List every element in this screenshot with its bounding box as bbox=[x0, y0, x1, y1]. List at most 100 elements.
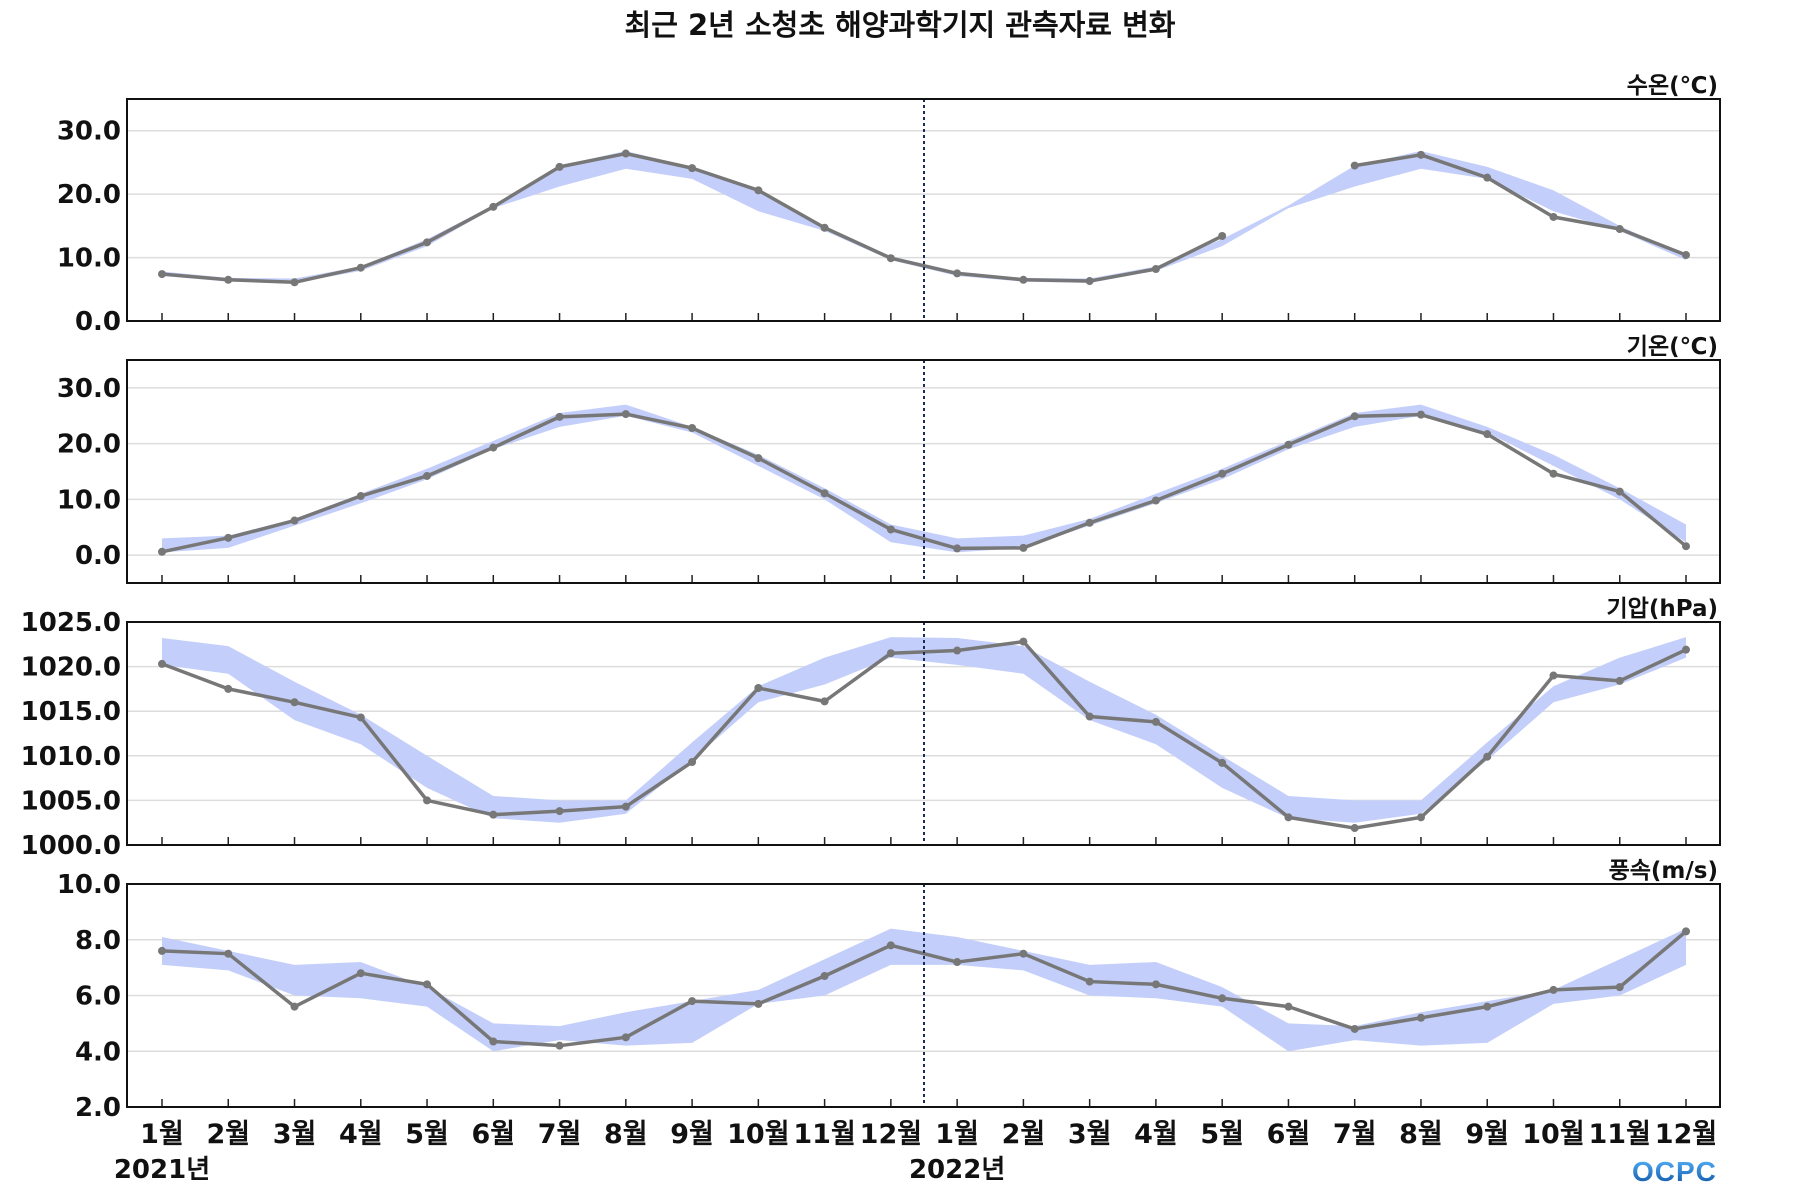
data-point bbox=[754, 186, 763, 195]
data-point bbox=[290, 1002, 299, 1011]
x-tick-label: 3월 bbox=[1068, 1119, 1112, 1150]
unit-label: 기압(hPa) bbox=[1607, 596, 1718, 622]
data-point bbox=[356, 263, 365, 272]
x-tick-label: 11월 bbox=[793, 1119, 855, 1150]
x-tick-label: 2월 bbox=[206, 1119, 250, 1150]
data-point bbox=[688, 164, 697, 173]
x-tick-label: 11월 bbox=[1589, 1119, 1651, 1150]
data-point bbox=[1350, 161, 1359, 170]
observation-line bbox=[161, 639, 1687, 830]
x-tick-label: 10월 bbox=[727, 1119, 789, 1150]
data-point bbox=[224, 684, 233, 693]
x-tick-label: 1월 bbox=[935, 1119, 979, 1150]
x-tick-label: 12월 bbox=[860, 1119, 922, 1150]
data-point bbox=[754, 454, 763, 463]
data-point bbox=[290, 278, 299, 287]
data-point bbox=[953, 958, 962, 967]
data-point bbox=[621, 802, 630, 811]
data-point bbox=[953, 544, 962, 553]
data-point bbox=[158, 946, 166, 955]
x-tick-label: 1월 bbox=[140, 1119, 184, 1150]
x-tick-label: 7월 bbox=[538, 1119, 582, 1150]
y-tick-label: 1015.0 bbox=[21, 697, 121, 727]
data-point bbox=[1151, 496, 1160, 505]
data-point bbox=[953, 646, 962, 655]
y-tick-label: 1010.0 bbox=[21, 742, 121, 772]
data-point bbox=[1085, 712, 1094, 721]
y-tick-label: 8.0 bbox=[75, 926, 121, 956]
data-point bbox=[1549, 469, 1558, 478]
data-point bbox=[423, 238, 432, 247]
data-point bbox=[1218, 469, 1227, 478]
data-point bbox=[688, 758, 697, 767]
data-point bbox=[1416, 410, 1425, 419]
data-point bbox=[356, 969, 365, 978]
x-tick-label: 6월 bbox=[1267, 1119, 1311, 1150]
data-point bbox=[224, 533, 233, 542]
x-tick-label: 10월 bbox=[1522, 1119, 1584, 1150]
data-point bbox=[1615, 225, 1624, 234]
data-point bbox=[1151, 717, 1160, 726]
data-point bbox=[886, 941, 895, 950]
data-point bbox=[886, 649, 895, 658]
ocpc-logo: OCPC bbox=[1632, 1156, 1717, 1187]
data-point bbox=[1416, 150, 1425, 159]
year-label: 2022년 bbox=[909, 1155, 1005, 1185]
data-point bbox=[820, 223, 829, 232]
y-tick-label: 1005.0 bbox=[21, 786, 121, 816]
y-tick-label: 10.0 bbox=[57, 870, 121, 900]
y-tick-label: 0.0 bbox=[75, 541, 121, 571]
x-tick-label: 5월 bbox=[1200, 1119, 1244, 1150]
data-point bbox=[489, 1037, 498, 1046]
x-tick-label: 4월 bbox=[1134, 1119, 1178, 1150]
data-point bbox=[1019, 949, 1028, 958]
data-point bbox=[1350, 1024, 1359, 1033]
data-point bbox=[1218, 232, 1227, 241]
plot-frame bbox=[126, 359, 1721, 584]
chart-title: 최근 2년 소청초 해양과학기지 관측자료 변화 bbox=[624, 8, 1176, 42]
y-tick-label: 20.0 bbox=[57, 430, 121, 460]
y-tick-label: 6.0 bbox=[75, 982, 121, 1012]
x-tick-label: 7월 bbox=[1333, 1119, 1377, 1150]
y-tick-label: 1000.0 bbox=[21, 831, 121, 861]
data-point bbox=[1284, 440, 1293, 449]
data-point bbox=[224, 949, 233, 958]
data-point bbox=[158, 659, 166, 668]
plot-frame bbox=[126, 621, 1721, 846]
unit-label: 풍속(m/s) bbox=[1609, 858, 1718, 884]
data-point bbox=[1350, 824, 1359, 833]
data-point bbox=[886, 525, 895, 534]
y-tick-label: 10.0 bbox=[57, 244, 121, 274]
data-point bbox=[1615, 983, 1624, 992]
data-point bbox=[621, 149, 630, 158]
data-point bbox=[820, 489, 829, 498]
data-point bbox=[820, 697, 829, 706]
data-point bbox=[290, 698, 299, 707]
data-point bbox=[1019, 275, 1028, 284]
data-point bbox=[1218, 758, 1227, 767]
data-point bbox=[1019, 637, 1028, 646]
data-point bbox=[1151, 264, 1160, 273]
observation-line bbox=[161, 930, 1688, 1048]
x-tick-label: 8월 bbox=[1399, 1119, 1443, 1150]
data-point bbox=[1284, 813, 1293, 822]
data-point bbox=[1483, 173, 1492, 182]
x-tick-label: 9월 bbox=[1465, 1119, 1509, 1150]
observation-line bbox=[161, 412, 1688, 554]
x-tick-label: 2월 bbox=[1002, 1119, 1046, 1150]
data-point bbox=[290, 516, 299, 525]
plot-frame bbox=[126, 883, 1721, 1108]
data-point bbox=[1085, 518, 1094, 527]
x-tick-label: 6월 bbox=[471, 1119, 515, 1150]
normal-range-band bbox=[162, 404, 1686, 553]
x-tick-label: 12월 bbox=[1655, 1119, 1717, 1150]
y-tick-label: 30.0 bbox=[57, 374, 121, 404]
x-tick-label: 5월 bbox=[405, 1119, 449, 1150]
data-point bbox=[1483, 752, 1492, 761]
data-point bbox=[555, 162, 564, 171]
data-point bbox=[886, 254, 895, 263]
data-point bbox=[423, 980, 432, 989]
year-label: 2021년 bbox=[114, 1155, 210, 1185]
data-point bbox=[1682, 251, 1690, 260]
